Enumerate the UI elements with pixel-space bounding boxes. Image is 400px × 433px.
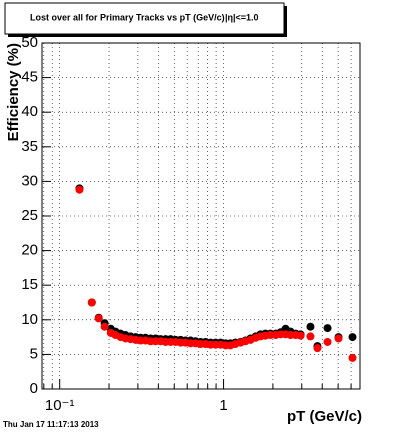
data-point xyxy=(87,298,96,307)
data-point xyxy=(334,334,343,343)
y-tick-label: 25 xyxy=(21,207,38,224)
y-tick-label: 50 xyxy=(21,34,38,51)
annotation: |η|<=1.0 xyxy=(225,12,259,22)
data-point xyxy=(75,185,84,194)
x-axis-label: pT (GeV/c) xyxy=(287,408,362,425)
data-point xyxy=(100,322,109,331)
data-point xyxy=(313,344,322,353)
x-tick-label: 10⁻¹ xyxy=(45,397,75,414)
y-tick-label: 10 xyxy=(21,311,38,328)
data-point xyxy=(306,332,315,341)
x-tick-label: 1 xyxy=(219,397,227,414)
data-point xyxy=(306,322,315,331)
chart-title: Lost over all for Primary Tracks vs pT (… xyxy=(30,12,225,22)
y-tick-label: 15 xyxy=(21,276,38,293)
data-point xyxy=(348,353,357,362)
y-tick-label: 35 xyxy=(21,138,38,155)
y-axis-label: Efficiency (%) xyxy=(5,43,22,141)
y-tick-label: 20 xyxy=(21,242,38,259)
data-point xyxy=(348,333,357,342)
y-tick-label: 40 xyxy=(21,103,38,120)
data-point xyxy=(323,337,332,346)
y-tick-label: 30 xyxy=(21,172,38,189)
data-point xyxy=(94,314,103,323)
footer: Thu Jan 17 11:17:13 2013 xyxy=(3,420,99,429)
data-point xyxy=(296,331,305,340)
y-tick-label: 0 xyxy=(30,380,38,397)
title-box xyxy=(4,2,285,35)
y-tick-label: 5 xyxy=(30,345,38,362)
y-tick-label: 45 xyxy=(21,69,38,86)
data-point xyxy=(323,324,332,333)
